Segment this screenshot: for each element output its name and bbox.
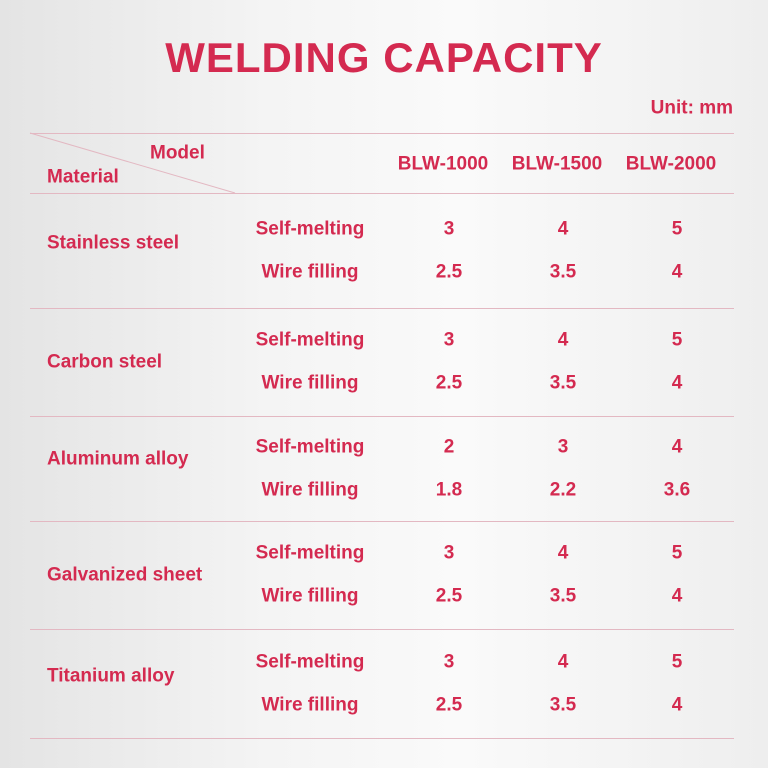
rule xyxy=(30,738,734,739)
cell-value: 2.5 xyxy=(435,261,463,282)
cell-value: 3.5 xyxy=(549,372,577,394)
method: Wire filling xyxy=(261,372,359,394)
material: Carbon steel xyxy=(47,351,163,373)
rule xyxy=(30,133,734,134)
cell-value: 5 xyxy=(671,329,683,351)
method: Self-melting xyxy=(255,651,365,672)
cell-value: 4 xyxy=(671,436,683,457)
material-label: Material xyxy=(47,166,119,188)
method: Wire filling xyxy=(261,585,359,607)
model-header: BLW-1000 xyxy=(397,153,489,175)
cell-value: 4 xyxy=(671,261,683,282)
cell-value: 3.5 xyxy=(549,694,577,715)
method: Self-melting xyxy=(255,218,365,239)
cell-value: 4 xyxy=(671,585,683,607)
material: Galvanized sheet xyxy=(47,564,203,586)
title: WELDING CAPACITY xyxy=(165,34,603,81)
cell-value: 3.5 xyxy=(549,585,577,607)
cell-value: 3 xyxy=(443,329,455,351)
cell-value: 4 xyxy=(557,542,569,564)
cell-value: 4 xyxy=(557,651,569,672)
cell-value: 5 xyxy=(671,651,683,672)
material: Titanium alloy xyxy=(47,665,175,686)
cell-value: 3 xyxy=(443,651,455,672)
rule xyxy=(30,193,734,194)
method: Wire filling xyxy=(261,479,359,500)
cell-value: 3 xyxy=(443,542,455,564)
cell-value: 2.2 xyxy=(549,479,577,500)
method: Self-melting xyxy=(255,542,365,564)
cell-value: 2.5 xyxy=(435,585,463,607)
material: Aluminum alloy xyxy=(47,448,189,469)
rule xyxy=(30,521,734,522)
cell-value: 2 xyxy=(443,436,455,457)
cell-value: 4 xyxy=(671,372,683,394)
model-header: BLW-1500 xyxy=(511,153,603,175)
material: Stainless steel xyxy=(47,232,180,253)
cell-value: 3 xyxy=(557,436,569,457)
method: Self-melting xyxy=(255,329,365,351)
cell-value: 4 xyxy=(557,329,569,351)
cell-value: 5 xyxy=(671,542,683,564)
method: Self-melting xyxy=(255,436,365,457)
rule xyxy=(30,308,734,309)
cell-value: 3 xyxy=(443,218,455,239)
cell-value: 2.5 xyxy=(435,372,463,394)
cell-value: 1.8 xyxy=(435,479,463,500)
cell-value: 3.5 xyxy=(549,261,577,282)
cell-value: 3.6 xyxy=(663,479,691,500)
method: Wire filling xyxy=(261,694,359,715)
model-label: Model xyxy=(150,142,205,164)
unit: Unit: mm xyxy=(650,97,733,119)
rule xyxy=(30,416,734,417)
cell-value: 4 xyxy=(671,694,683,715)
rule xyxy=(30,629,734,630)
cell-value: 5 xyxy=(671,218,683,239)
cell-value: 4 xyxy=(557,218,569,239)
method: Wire filling xyxy=(261,261,359,282)
cell-value: 2.5 xyxy=(435,694,463,715)
model-header: BLW-2000 xyxy=(625,153,717,175)
